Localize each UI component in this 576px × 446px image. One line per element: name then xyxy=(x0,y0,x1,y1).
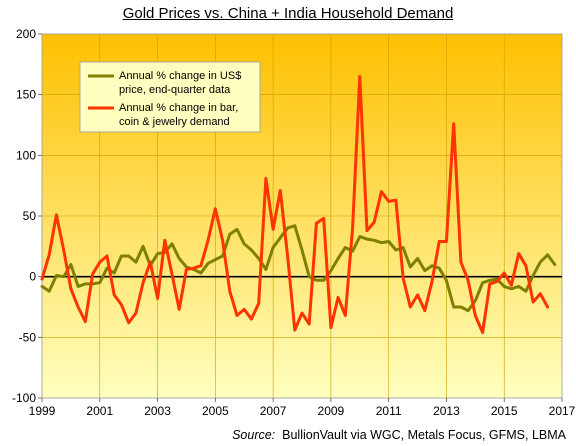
y-tick-label: 150 xyxy=(16,88,36,102)
y-axis: 200 150 100 50 0 -50 -100 xyxy=(12,27,42,405)
y-tick-label: -100 xyxy=(12,391,36,405)
y-tick-label: 200 xyxy=(16,27,36,41)
x-tick-label: 2015 xyxy=(491,404,518,418)
x-tick-label: 2003 xyxy=(144,404,171,418)
legend: Annual % change in US$ price, end-quarte… xyxy=(79,61,261,133)
y-tick-label: 0 xyxy=(29,270,36,284)
source-label: Source: xyxy=(232,428,276,442)
y-tick-label: 50 xyxy=(23,209,37,223)
series-line-demand xyxy=(40,75,550,334)
x-tick-label: 2011 xyxy=(376,404,402,418)
y-tick-label: 100 xyxy=(16,148,36,162)
x-tick-label: 2013 xyxy=(433,404,460,418)
x-tick-label: 2007 xyxy=(260,404,287,418)
legend-label-price-line1: Annual % change in US$ xyxy=(119,70,241,82)
x-tick-label: 2001 xyxy=(86,404,113,418)
x-tick-label: 1999 xyxy=(29,404,56,418)
x-tick-label: 2005 xyxy=(202,404,229,418)
legend-label-demand-line2: coin & jewelry demand xyxy=(119,116,230,128)
x-axis: 1999 2001 2003 2005 2007 2009 2011 2013 2015 2017 xyxy=(29,398,576,418)
series-line-price xyxy=(40,224,557,313)
chart-title: Gold Prices vs. China + India Household … xyxy=(122,5,454,22)
x-tick-label: 2009 xyxy=(318,404,345,418)
source-note: Source: BullionVault via WGC, Metals Foc… xyxy=(232,428,566,442)
legend-box xyxy=(79,61,261,133)
series-group xyxy=(40,75,557,334)
legend-label-demand-line1: Annual % change in bar, xyxy=(119,102,238,114)
source-text: BullionVault via WGC, Metals Focus, GFMS… xyxy=(282,428,566,442)
x-tick-label: 2017 xyxy=(549,404,576,418)
legend-label-price-line2: price, end-quarter data xyxy=(119,84,231,96)
y-tick-label: -50 xyxy=(19,330,37,344)
